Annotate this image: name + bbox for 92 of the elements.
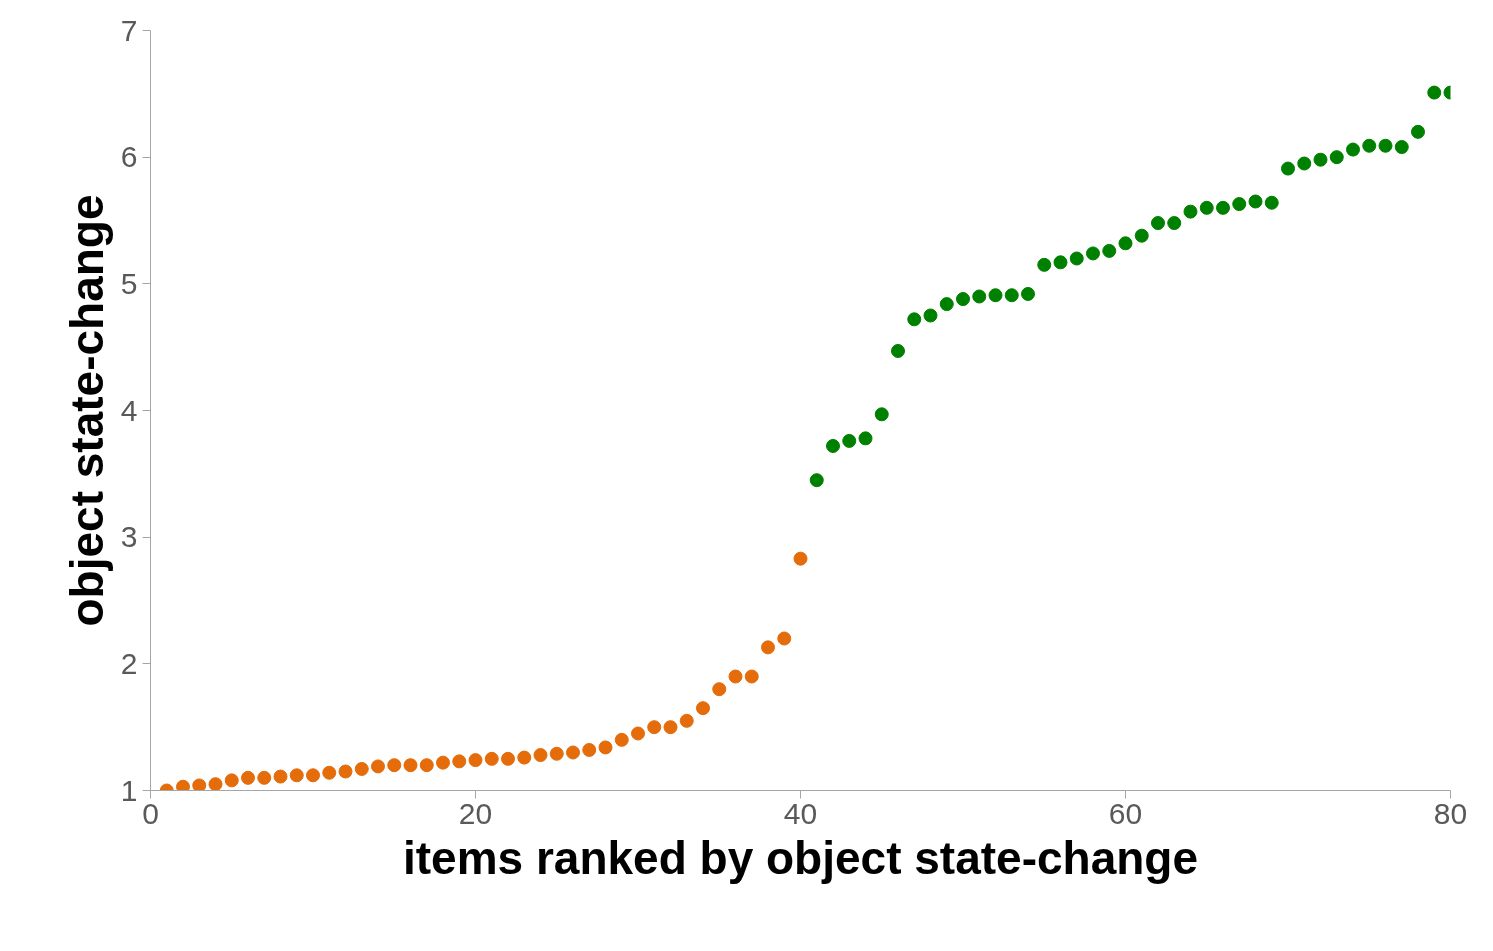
point bbox=[1411, 124, 1425, 139]
point bbox=[1167, 216, 1182, 231]
point bbox=[1199, 200, 1214, 215]
point bbox=[452, 754, 467, 769]
point bbox=[387, 758, 402, 773]
point bbox=[241, 770, 255, 785]
x-tick-label: 60 bbox=[1108, 796, 1143, 830]
point bbox=[744, 669, 759, 684]
y-axis-title: object state-change bbox=[60, 194, 113, 627]
point bbox=[1297, 156, 1312, 171]
point bbox=[858, 431, 873, 446]
point bbox=[809, 473, 824, 488]
point bbox=[663, 720, 678, 735]
point bbox=[533, 748, 548, 763]
x-tick-label: 80 bbox=[1433, 796, 1468, 830]
x-tick-label: 20 bbox=[458, 796, 493, 830]
point bbox=[1264, 195, 1279, 210]
point bbox=[1086, 246, 1100, 261]
point bbox=[403, 758, 418, 773]
point bbox=[1053, 255, 1068, 270]
y-tick-label: 2 bbox=[120, 646, 138, 680]
point bbox=[1102, 243, 1117, 258]
point bbox=[1248, 194, 1263, 209]
point bbox=[582, 742, 597, 757]
point bbox=[598, 740, 613, 755]
point bbox=[793, 551, 808, 566]
point bbox=[1427, 85, 1442, 100]
point bbox=[728, 669, 743, 684]
point bbox=[679, 713, 694, 728]
point bbox=[468, 753, 483, 768]
point bbox=[614, 732, 629, 747]
point bbox=[257, 770, 272, 785]
point bbox=[777, 631, 792, 646]
point bbox=[891, 343, 905, 358]
point bbox=[761, 640, 775, 655]
y-tick-label: 6 bbox=[120, 140, 138, 174]
point bbox=[566, 745, 580, 760]
y-tick-label: 5 bbox=[120, 266, 138, 300]
point bbox=[1183, 204, 1198, 219]
point bbox=[1362, 138, 1377, 153]
point bbox=[176, 779, 190, 791]
point bbox=[1069, 251, 1084, 266]
point bbox=[224, 773, 239, 788]
point bbox=[501, 751, 515, 766]
point bbox=[273, 769, 288, 784]
point bbox=[842, 433, 857, 448]
x-tick-label: 40 bbox=[783, 796, 818, 830]
point bbox=[1151, 216, 1165, 231]
point bbox=[1281, 161, 1295, 176]
point bbox=[1134, 228, 1149, 243]
point bbox=[1346, 142, 1360, 157]
point bbox=[484, 751, 499, 766]
y-tick-label: 7 bbox=[120, 13, 138, 47]
y-tick-label: 1 bbox=[120, 773, 138, 807]
point bbox=[1004, 288, 1019, 303]
x-tick-label: 0 bbox=[142, 796, 159, 830]
point bbox=[631, 726, 645, 741]
point bbox=[208, 777, 223, 791]
point bbox=[1232, 197, 1247, 212]
point bbox=[874, 407, 889, 422]
point bbox=[1118, 236, 1133, 251]
point bbox=[306, 768, 320, 783]
point bbox=[1329, 150, 1344, 165]
point bbox=[696, 701, 710, 716]
point bbox=[517, 750, 532, 765]
point bbox=[371, 759, 385, 774]
point bbox=[923, 308, 938, 323]
point bbox=[192, 778, 207, 791]
point bbox=[1021, 286, 1035, 301]
point bbox=[549, 746, 564, 761]
point bbox=[647, 720, 662, 735]
point bbox=[1037, 257, 1052, 272]
point bbox=[939, 297, 954, 312]
point bbox=[1313, 152, 1328, 167]
point bbox=[289, 768, 304, 783]
y-tick-label: 3 bbox=[120, 520, 138, 554]
point bbox=[419, 758, 434, 773]
point bbox=[1394, 140, 1409, 155]
point bbox=[338, 764, 353, 779]
point bbox=[826, 438, 840, 453]
point bbox=[988, 288, 1003, 303]
point bbox=[1216, 200, 1230, 215]
point bbox=[907, 312, 922, 327]
point bbox=[322, 765, 337, 780]
point bbox=[436, 755, 450, 770]
y-tick-label: 4 bbox=[120, 393, 138, 427]
x-axis-title: items ranked by object state-change bbox=[402, 831, 1199, 884]
point bbox=[354, 761, 369, 776]
point bbox=[972, 289, 987, 304]
point bbox=[956, 292, 970, 307]
point bbox=[712, 682, 727, 697]
point bbox=[1378, 138, 1393, 153]
